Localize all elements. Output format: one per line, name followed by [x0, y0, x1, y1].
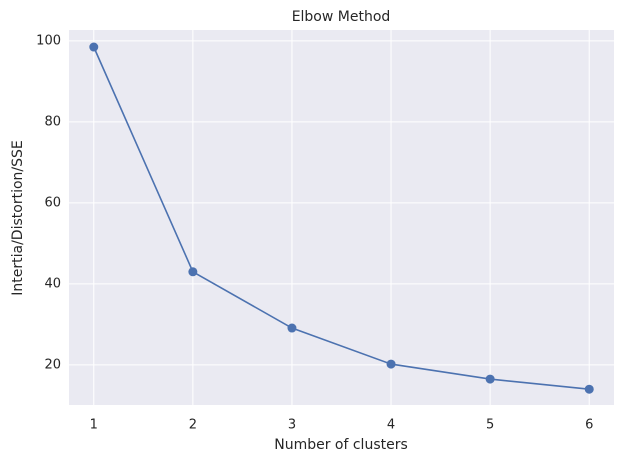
data-point — [188, 267, 198, 277]
plot-area — [69, 30, 614, 405]
data-point — [584, 384, 594, 394]
series-line — [93, 46, 590, 391]
data-point — [485, 374, 495, 384]
x-tick-label: 1 — [90, 418, 98, 433]
y-tick-label: 80 — [44, 114, 61, 129]
x-tick-label: 2 — [189, 418, 197, 433]
y-tick-label: 60 — [44, 195, 61, 210]
data-point — [287, 323, 297, 333]
x-axis-label: Number of clusters — [274, 437, 408, 453]
y-tick-label: 40 — [44, 276, 61, 291]
data-point — [386, 359, 396, 369]
y-tick-label: 100 — [36, 33, 61, 48]
y-axis-label: Intertia/Distortion/SSE — [10, 140, 26, 295]
x-tick-label: 4 — [387, 418, 395, 433]
y-tick-label: 20 — [44, 357, 61, 372]
chart-title: Elbow Method — [292, 9, 391, 25]
x-tick-label: 5 — [486, 418, 494, 433]
data-point — [89, 42, 99, 52]
x-tick-label: 6 — [585, 418, 593, 433]
x-tick-label: 3 — [288, 418, 296, 433]
